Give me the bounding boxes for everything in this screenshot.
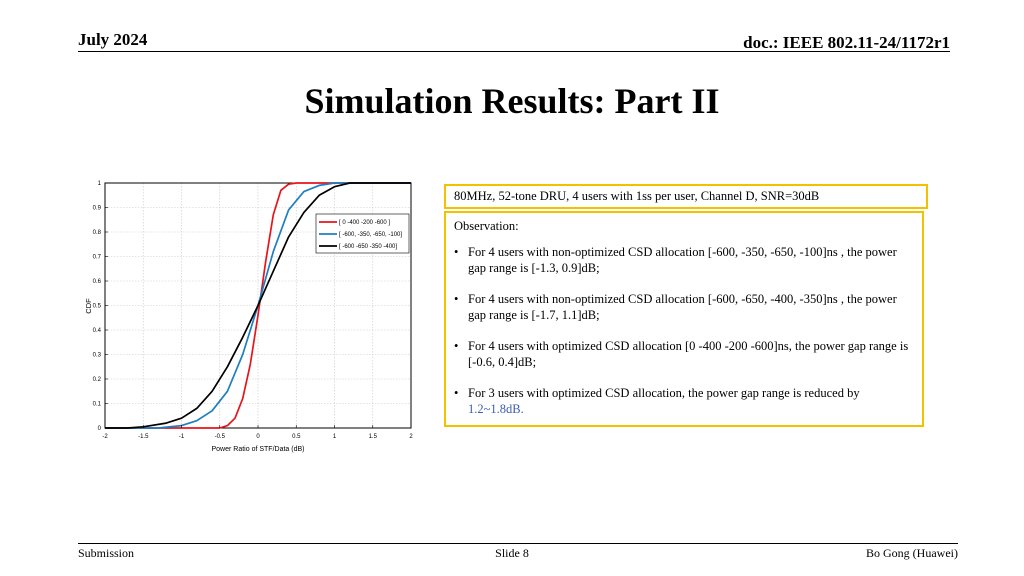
y-tick-label: 0: [98, 426, 102, 432]
observation-item: • For 4 users with optimized CSD allocati…: [454, 339, 909, 369]
y-tick-label: 0.8: [93, 230, 102, 236]
y-axis-label: CDF: [84, 298, 93, 314]
header-date: July 2024: [78, 30, 148, 49]
observation-item: • For 4 users with non-optimized CSD allo…: [454, 245, 897, 275]
series-layer: [105, 182, 411, 429]
y-tick-label: 1: [98, 181, 102, 187]
config-box: 80MHz, 52-tone DRU, 4 users with 1ss per…: [444, 184, 928, 209]
footer-submission: Submission: [78, 546, 135, 560]
observation-list: • For 4 users with non-optimized CSD allo…: [454, 244, 922, 417]
tick-layer: -2 -1.5 -1 -0.5 0 0.5 1 1.5 2 0 0.1 0.2 0.3 0.4 0.5 0.6…: [93, 181, 414, 440]
observation-text: For 3 users with optimized CSD allocatio…: [468, 386, 860, 400]
x-tick-label: -0.5: [215, 434, 226, 440]
cdf-chart: -2 -1.5 -1 -0.5 0 0.5 1 1.5 2 0 0.1 0.2 0.3 0.4 0.5 0.6…: [84, 181, 414, 453]
y-tick-label: 0.9: [93, 206, 102, 212]
legend-entry-1: [ -600, -350, -650, -100]: [339, 232, 402, 238]
x-tick-label: 1.5: [369, 434, 378, 440]
x-tick-label: 2: [409, 434, 413, 440]
y-tick-label: 0.4: [93, 328, 102, 334]
x-tick-label: -2: [102, 434, 108, 440]
y-tick-label: 0.3: [93, 353, 102, 359]
header-rule: [78, 51, 950, 52]
legend: [ 0 -400 -200 -600 ] [ -600, -350, -650, …: [315, 213, 410, 254]
y-tick-label: 0.2: [93, 377, 102, 383]
observation-text: For 4 users with non-optimized CSD alloc…: [468, 245, 897, 275]
observation-item: • For 3 users with optimized CSD allocati…: [454, 386, 860, 416]
x-tick-label: 0.5: [292, 434, 301, 440]
x-tick-label: -1.5: [138, 434, 149, 440]
y-tick-label: 0.1: [93, 402, 102, 408]
footer-slide-number: Slide 8: [495, 546, 529, 560]
y-tick-label: 0.5: [93, 304, 102, 310]
x-tick-label: 1: [333, 434, 337, 440]
header-doc-id: doc.: IEEE 802.11-24/1172r1: [743, 33, 950, 52]
series-line-0: [105, 182, 411, 429]
footer-author: Bo Gong (Huawei): [866, 546, 958, 560]
slide-title: Simulation Results: Part II: [304, 81, 720, 121]
y-tick-label: 0.6: [93, 279, 102, 285]
observation-text: For 4 users with optimized CSD allocatio…: [468, 339, 909, 369]
footer-rule: [78, 543, 958, 544]
x-tick-label: -1: [179, 434, 185, 440]
x-axis-label: Power Ratio of STF/Data (dB): [212, 446, 305, 453]
y-tick-label: 0.7: [93, 255, 102, 261]
observation-text: For 4 users with non-optimized CSD alloc…: [468, 292, 897, 322]
legend-entry-0: [ 0 -400 -200 -600 ]: [339, 220, 390, 226]
observation-item: • For 4 users with non-optimized CSD allo…: [454, 292, 897, 322]
series-line-2: [105, 182, 411, 429]
legend-entry-2: [ -600 -650 -350 -400]: [339, 244, 397, 250]
observation-highlight: 1.2~1.8dB.: [468, 402, 524, 416]
observation-box: Observation: • For 4 users with non-optim…: [444, 211, 924, 427]
x-tick-label: 0: [256, 434, 260, 440]
observation-heading: Observation:: [454, 219, 519, 233]
